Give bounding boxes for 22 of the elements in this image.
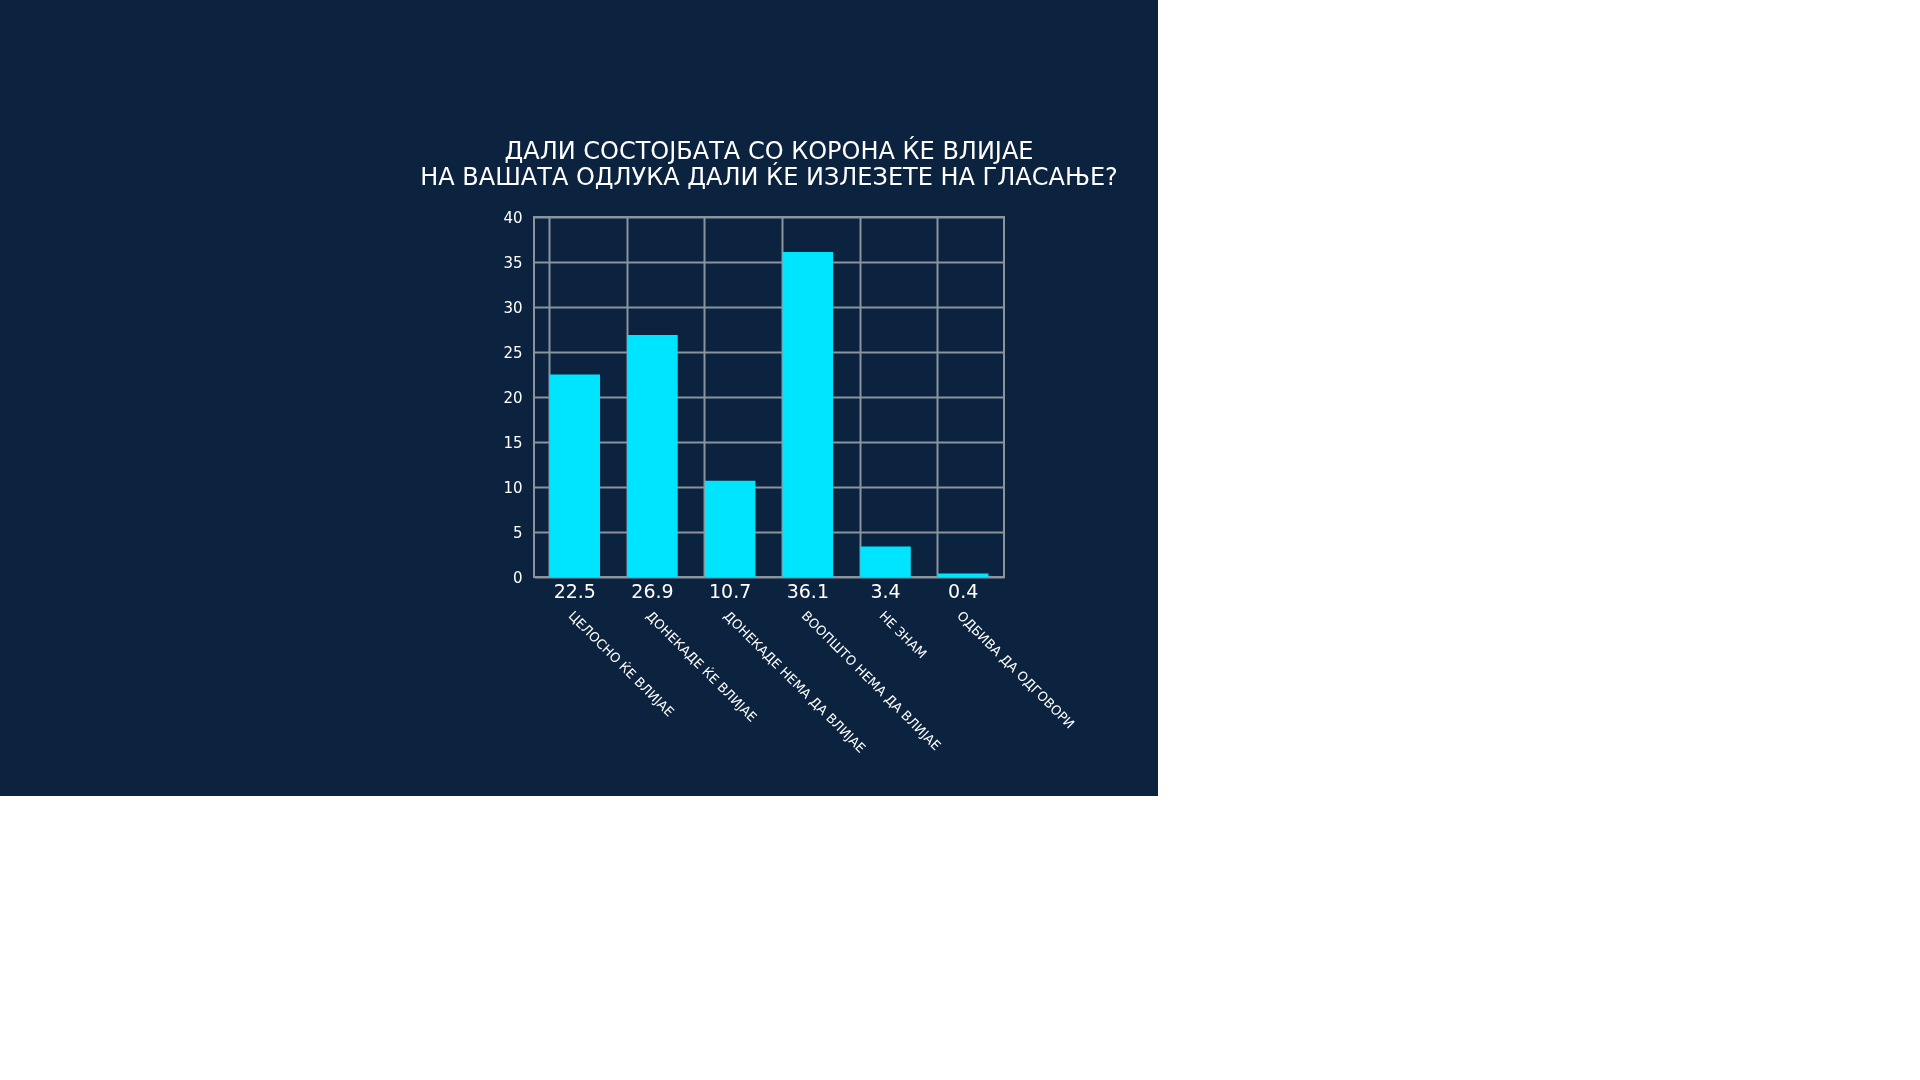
bar [860,546,911,577]
bar [627,334,678,577]
data-label: 22.5 [553,580,596,602]
y-tick-label: 15 [503,433,523,452]
y-tick-label: 25 [503,343,523,362]
y-tick-label: 35 [503,253,523,272]
data-label: 36.1 [786,580,829,602]
data-label: 26.9 [631,580,674,602]
bar [704,480,756,577]
data-label: 10.7 [709,580,752,602]
y-tick-label: 5 [512,523,523,542]
y-tick-label: 0 [512,568,523,587]
data-label: 3.4 [870,580,901,602]
y-tick-label: 10 [503,478,523,497]
bar [937,573,989,577]
y-tick-label: 40 [503,208,523,227]
y-tick-label: 20 [503,388,523,407]
bar [549,374,601,577]
text: НА ВАШАТА ОДЛУКА ДАЛИ ЌЕ ИЗЛЕЗЕТЕ НА ГЛАСАЊЕ? [420,163,1118,191]
y-tick-label: 30 [503,298,523,317]
data-label: 0.4 [948,580,979,602]
bar [782,252,834,577]
